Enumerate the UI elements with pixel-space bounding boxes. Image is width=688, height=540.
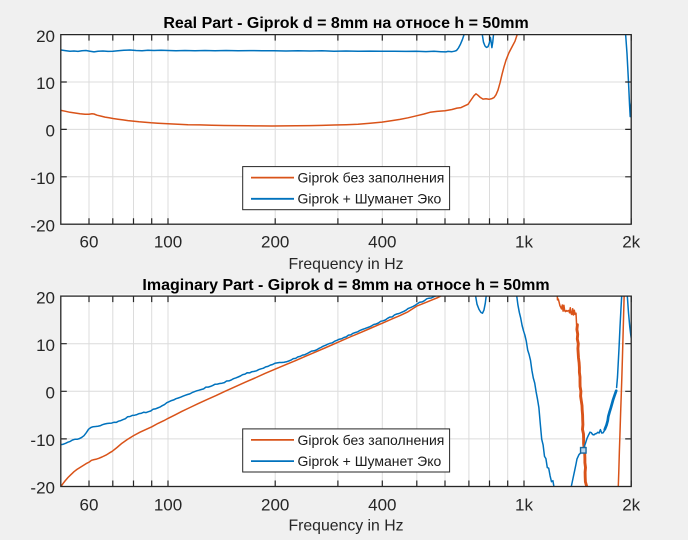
- svg-text:100: 100: [154, 495, 182, 514]
- svg-text:Giprok без заполнения: Giprok без заполнения: [298, 432, 445, 448]
- svg-text:Giprok без заполнения: Giprok без заполнения: [298, 170, 445, 186]
- svg-text:2k: 2k: [622, 233, 640, 252]
- svg-text:1k: 1k: [515, 233, 533, 252]
- svg-text:200: 200: [261, 233, 289, 252]
- svg-text:400: 400: [368, 495, 396, 514]
- svg-text:1k: 1k: [515, 495, 533, 514]
- svg-text:-10: -10: [30, 169, 55, 188]
- svg-text:20: 20: [36, 27, 55, 46]
- svg-text:Frequency in Hz: Frequency in Hz: [288, 256, 403, 273]
- svg-text:10: 10: [36, 336, 55, 355]
- svg-text:Frequency in Hz: Frequency in Hz: [288, 517, 403, 534]
- svg-text:-20: -20: [30, 216, 55, 235]
- svg-text:20: 20: [36, 288, 55, 307]
- svg-text:100: 100: [154, 233, 182, 252]
- svg-text:Giprok + Шуманет Эко: Giprok + Шуманет Эко: [298, 453, 442, 469]
- svg-text:60: 60: [80, 495, 99, 514]
- svg-text:0: 0: [46, 384, 55, 403]
- svg-text:Real Part - Giprok d = 8mm на: Real Part - Giprok d = 8mm на относе h =…: [163, 15, 528, 32]
- svg-text:200: 200: [261, 495, 289, 514]
- svg-text:400: 400: [368, 233, 396, 252]
- svg-text:10: 10: [36, 74, 55, 93]
- svg-text:2k: 2k: [622, 495, 640, 514]
- svg-text:-10: -10: [30, 431, 55, 450]
- svg-text:-20: -20: [30, 479, 55, 498]
- svg-text:Giprok + Шуманет Эко: Giprok + Шуманет Эко: [298, 191, 442, 207]
- svg-text:Imaginary Part - Giprok d = 8m: Imaginary Part - Giprok d = 8mm на относ…: [142, 277, 549, 294]
- svg-text:0: 0: [46, 122, 55, 141]
- svg-text:60: 60: [80, 233, 99, 252]
